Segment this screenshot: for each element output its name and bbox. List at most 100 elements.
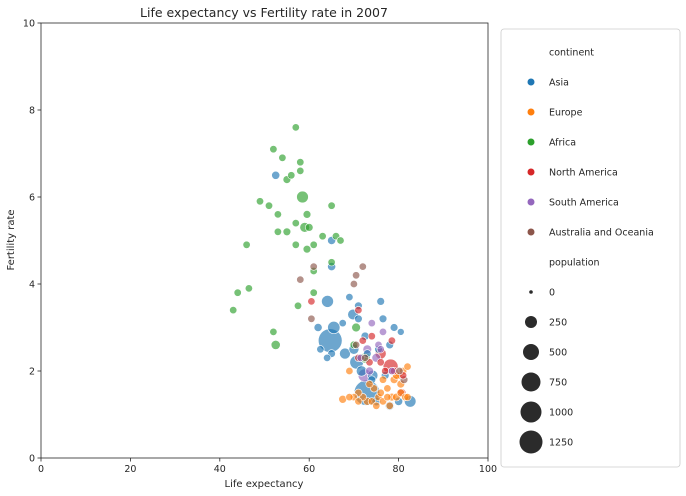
x-tick-label: 100 xyxy=(479,464,497,475)
data-point xyxy=(338,319,347,328)
legend-size-label: 0 xyxy=(549,288,555,299)
legend-size-label: 1000 xyxy=(549,408,573,419)
data-point xyxy=(387,336,396,345)
y-tick-label: 2 xyxy=(29,367,35,378)
y-tick-label: 6 xyxy=(29,193,35,204)
data-point xyxy=(291,240,300,249)
data-point xyxy=(309,288,318,297)
legend-marker xyxy=(527,168,535,176)
data-point xyxy=(376,297,385,306)
legend-frame xyxy=(500,28,681,468)
x-tick-label: 60 xyxy=(303,464,315,475)
data-point xyxy=(229,306,238,315)
data-point xyxy=(387,366,396,375)
legend-size-label: 750 xyxy=(549,378,567,389)
y-tick-label: 4 xyxy=(29,280,35,291)
data-point xyxy=(367,332,376,341)
legend-size-marker xyxy=(521,372,541,392)
data-point xyxy=(327,201,336,210)
data-point xyxy=(302,245,312,254)
legend-size-label: 500 xyxy=(549,348,567,359)
data-point xyxy=(358,336,367,345)
data-point xyxy=(354,306,363,315)
legend-marker xyxy=(527,228,535,236)
data-point xyxy=(313,323,323,332)
data-point xyxy=(309,240,318,249)
data-points xyxy=(229,123,417,411)
data-point xyxy=(321,295,334,308)
data-point xyxy=(354,397,363,406)
x-tick-label: 40 xyxy=(214,464,226,475)
data-point xyxy=(242,240,251,249)
data-point xyxy=(244,284,253,293)
data-point xyxy=(378,327,387,336)
data-point xyxy=(273,227,282,236)
legend-marker xyxy=(527,198,535,206)
legend-label: Asia xyxy=(549,78,569,89)
data-point xyxy=(278,153,287,162)
data-point xyxy=(296,275,305,284)
data-point xyxy=(365,366,374,376)
data-point xyxy=(352,340,361,349)
data-point xyxy=(291,219,300,228)
data-point xyxy=(354,314,363,323)
data-point xyxy=(282,227,292,237)
data-point xyxy=(273,210,282,219)
data-point xyxy=(271,170,281,180)
data-point xyxy=(381,366,390,375)
data-point xyxy=(351,322,361,333)
legend-size-marker xyxy=(519,430,543,454)
data-point xyxy=(378,314,388,323)
y-axis-label: Fertility rate xyxy=(6,209,17,270)
x-axis: 0 20 40 60 80 100 xyxy=(38,458,497,475)
legend-size-marker xyxy=(520,401,542,423)
data-point xyxy=(269,145,278,154)
data-point xyxy=(336,236,345,245)
data-point xyxy=(305,223,314,232)
data-point xyxy=(345,293,354,302)
data-point xyxy=(307,297,316,306)
data-point xyxy=(302,210,312,219)
data-point xyxy=(376,345,385,354)
data-point xyxy=(287,171,296,180)
data-point xyxy=(385,401,394,410)
data-point xyxy=(403,362,412,371)
x-tick-label: 0 xyxy=(38,464,44,475)
data-point xyxy=(345,366,354,375)
data-point xyxy=(233,288,242,297)
data-point xyxy=(270,339,281,350)
data-point xyxy=(255,197,264,206)
data-point xyxy=(296,190,309,204)
legend-size-label: 250 xyxy=(549,318,567,329)
legend-marker xyxy=(527,138,535,146)
legend-size-label: 1250 xyxy=(549,438,573,449)
data-point xyxy=(327,320,341,334)
data-point xyxy=(291,123,300,132)
legend-label: Africa xyxy=(549,138,576,149)
legend-marker xyxy=(527,108,535,116)
legend-hue-title: continent xyxy=(549,48,594,59)
data-point xyxy=(296,166,305,175)
data-point xyxy=(345,393,354,402)
data-point xyxy=(309,262,318,271)
data-point xyxy=(395,366,404,375)
data-point xyxy=(389,323,399,332)
data-point xyxy=(264,201,273,210)
data-point xyxy=(383,384,392,393)
data-point xyxy=(318,232,327,241)
legend-size-marker xyxy=(525,316,537,328)
data-point xyxy=(372,401,381,410)
data-point xyxy=(367,319,376,328)
legend-label: South America xyxy=(549,198,619,209)
data-point xyxy=(403,393,412,402)
y-tick-label: 8 xyxy=(29,106,35,117)
data-point xyxy=(396,328,405,336)
legend-size-marker xyxy=(523,344,539,360)
data-point xyxy=(307,314,316,323)
data-point xyxy=(327,258,336,267)
data-point xyxy=(383,393,392,402)
x-tick-label: 80 xyxy=(393,464,405,475)
data-point xyxy=(376,388,385,397)
legend-label: North America xyxy=(549,168,618,179)
